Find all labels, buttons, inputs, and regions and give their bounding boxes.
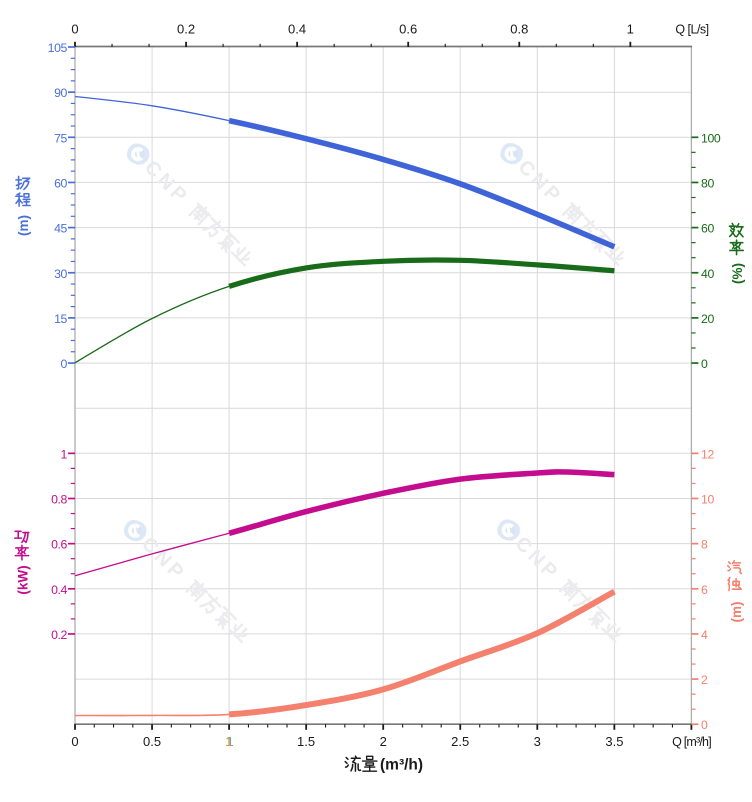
svg-text:1: 1: [225, 734, 232, 749]
svg-text:(m): (m): [16, 215, 31, 236]
svg-text:15: 15: [54, 312, 67, 326]
svg-text:30: 30: [54, 267, 67, 281]
svg-text:0: 0: [71, 22, 78, 37]
svg-text:(kW): (kW): [16, 565, 31, 594]
svg-text:(m): (m): [729, 602, 744, 623]
svg-text:80: 80: [701, 176, 714, 190]
svg-text:90: 90: [54, 86, 67, 100]
svg-text:0.4: 0.4: [51, 583, 67, 597]
svg-text:75: 75: [54, 131, 67, 145]
svg-text:3.5: 3.5: [605, 734, 623, 749]
svg-text:1: 1: [61, 447, 68, 461]
svg-text:2.5: 2.5: [451, 734, 469, 749]
svg-text:40: 40: [701, 267, 714, 281]
svg-text:Q [L/s]: Q [L/s]: [675, 23, 708, 37]
svg-text:0.5: 0.5: [143, 734, 161, 749]
svg-text:10: 10: [701, 493, 714, 507]
svg-text:0: 0: [701, 357, 708, 371]
svg-text:0.4: 0.4: [288, 22, 306, 37]
svg-text:0.2: 0.2: [51, 628, 67, 642]
svg-text:0: 0: [71, 734, 78, 749]
svg-text:0: 0: [701, 718, 708, 732]
svg-text:45: 45: [54, 222, 67, 236]
svg-text:1.5: 1.5: [297, 734, 315, 749]
svg-text:3: 3: [534, 734, 541, 749]
svg-text:0.8: 0.8: [51, 493, 67, 507]
svg-text:0.6: 0.6: [399, 22, 417, 37]
svg-text:20: 20: [701, 312, 714, 326]
svg-text:0.6: 0.6: [51, 538, 67, 552]
svg-text:60: 60: [54, 176, 67, 190]
svg-text:0: 0: [61, 357, 68, 371]
svg-text:6: 6: [701, 583, 708, 597]
svg-text:Q [m³/h]: Q [m³/h]: [672, 735, 711, 749]
svg-text:12: 12: [701, 447, 714, 461]
svg-text:0.2: 0.2: [177, 22, 195, 37]
svg-text:4: 4: [701, 628, 708, 642]
svg-text:8: 8: [701, 538, 708, 552]
svg-text:60: 60: [701, 222, 714, 236]
svg-text:100: 100: [701, 131, 721, 145]
svg-text:1: 1: [627, 22, 634, 37]
svg-text:2: 2: [701, 673, 708, 687]
svg-text:105: 105: [48, 41, 68, 55]
svg-text:2: 2: [380, 734, 387, 749]
svg-text:(m³/h): (m³/h): [380, 757, 423, 774]
svg-text:0.8: 0.8: [510, 22, 528, 37]
svg-text:1: 1: [226, 734, 233, 749]
svg-text:(%): (%): [730, 263, 745, 284]
